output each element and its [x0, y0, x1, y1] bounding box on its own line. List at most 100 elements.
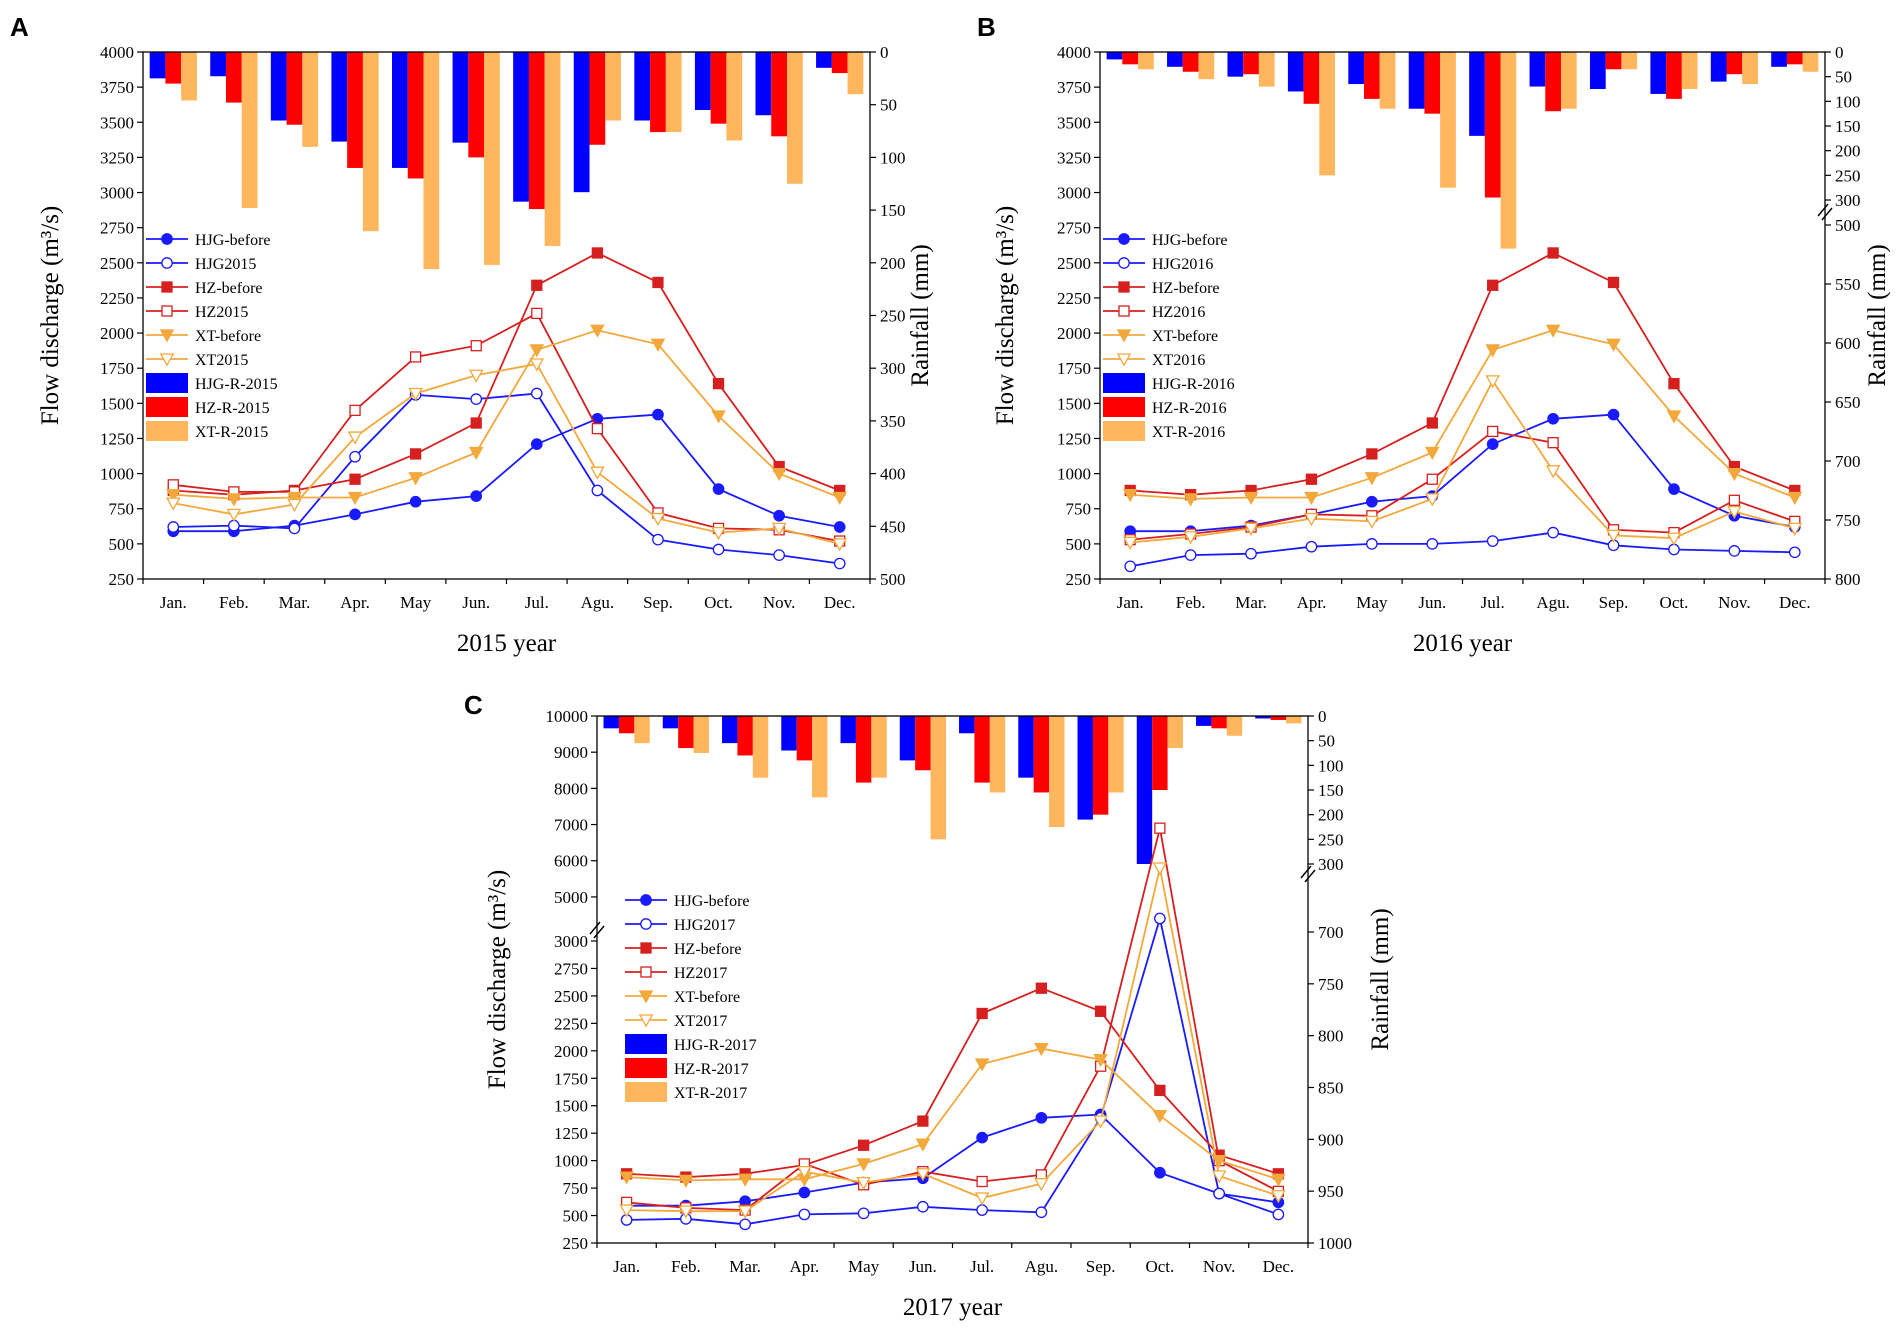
data-point: [857, 1207, 870, 1220]
plot-frame: [1099, 51, 1826, 580]
data-point: [468, 446, 484, 461]
x-tick-label: Jun.: [462, 593, 490, 612]
data-point: [531, 279, 543, 291]
legend: HJG-before HJG2015 HZ-before HZ2015 XT-befor…: [146, 232, 278, 441]
data-point: [591, 422, 604, 435]
rain-bar: [302, 52, 319, 147]
legend-swatch: [1103, 373, 1145, 393]
rain-bar: [1484, 52, 1501, 198]
rain-bar: [391, 52, 408, 168]
axis-break-mark: [1300, 865, 1312, 879]
rain-bar: [781, 716, 797, 751]
y-tick-label: 1750: [554, 1069, 588, 1088]
line-series-hjg2016: [1124, 526, 1801, 573]
y2-tick-label: 300: [880, 359, 906, 378]
rain-bar: [225, 52, 242, 103]
x-tick-label: Jul.: [1481, 593, 1505, 612]
data-point: [1272, 1208, 1285, 1221]
data-point: [1485, 344, 1501, 358]
rain-bar: [1545, 52, 1561, 112]
y2-tick-label: 450: [880, 517, 906, 536]
y-tick-label: 2500: [554, 987, 588, 1006]
rain-bar: [831, 52, 848, 74]
legend-item: XT-R-2017: [625, 1082, 747, 1102]
y2-tick-label: 50: [1318, 732, 1335, 751]
y2-tick-label: 50: [1835, 68, 1852, 87]
y-tick-label: 2000: [100, 324, 134, 343]
y-tick-label: 3750: [100, 78, 134, 97]
rain-bar: [1666, 52, 1682, 99]
data-point: [1547, 437, 1559, 449]
bar-series-hz-r-2015: [165, 52, 848, 210]
data-point: [287, 491, 302, 506]
x-tick-label: Sep.: [1086, 1257, 1116, 1276]
data-point: [619, 1204, 634, 1218]
legend-item: HZ-before: [625, 941, 742, 958]
rain-bar: [771, 52, 788, 137]
data-point: [1486, 438, 1499, 450]
data-point: [976, 1175, 988, 1188]
panel-label: C: [464, 690, 483, 720]
y2-tick-label: 0: [1835, 43, 1844, 62]
rain-bar: [1255, 716, 1271, 719]
y2-tick-label: 150: [1318, 781, 1344, 800]
rain-bar: [871, 716, 887, 778]
data-point: [1116, 329, 1132, 343]
rain-bar: [726, 52, 743, 141]
x-tick-label: Nov.: [763, 593, 795, 612]
legend-label: HJG-R-2017: [674, 1037, 757, 1054]
x-tick-label: Feb.: [1176, 593, 1206, 612]
rain-bar: [1033, 716, 1050, 793]
bar-series-hjg-r-2017: [603, 716, 1271, 864]
data-point: [161, 281, 173, 293]
y-tick-label: 750: [109, 500, 135, 519]
rain-bar: [1364, 52, 1380, 99]
data-point: [1545, 324, 1561, 338]
rain-bar: [1182, 52, 1199, 72]
rain-bar: [210, 52, 226, 77]
data-point: [737, 1173, 753, 1187]
y-tick-label: 5000: [554, 888, 588, 907]
data-point: [1426, 538, 1439, 550]
data-point: [640, 942, 652, 954]
legend-label: HZ-before: [1152, 280, 1220, 297]
y-tick-label: 1250: [100, 429, 134, 448]
series-line: [626, 1113, 1279, 1207]
y-tick-label: 250: [563, 1234, 589, 1253]
data-point: [678, 1174, 694, 1188]
data-point: [349, 450, 361, 463]
legend-label: HJG-R-2016: [1152, 376, 1235, 393]
legend-item: HZ-before: [1103, 280, 1220, 297]
panel-label: A: [10, 12, 29, 42]
line-series-hz2015: [167, 307, 846, 547]
data-point: [531, 307, 543, 320]
rain-bar: [1152, 716, 1168, 790]
series-line: [173, 251, 841, 496]
data-point: [1124, 560, 1137, 573]
rain-bar: [816, 52, 832, 68]
legend-label: XT-before: [1152, 328, 1218, 345]
series-line: [626, 1047, 1279, 1182]
data-point: [638, 1014, 654, 1028]
legend-swatch: [625, 1082, 667, 1102]
legend-label: XT-before: [674, 989, 740, 1006]
data-point: [1547, 526, 1559, 539]
rain-bar: [1106, 52, 1123, 60]
rain-bar: [528, 52, 545, 210]
legend-item: XT2015: [146, 352, 248, 369]
data-point: [1788, 546, 1801, 559]
y-tick-label: 1250: [554, 1124, 588, 1143]
data-point: [167, 521, 180, 533]
y2-tick-label: 1000: [1318, 1234, 1352, 1253]
data-point: [974, 1058, 990, 1072]
legend-item: XT-before: [625, 989, 740, 1006]
y2-axis-title: Rainfall (mm): [907, 244, 934, 386]
y2-tick-label: 750: [1835, 511, 1861, 530]
data-point: [1118, 257, 1130, 269]
legend-swatch: [625, 1034, 667, 1054]
data-point: [917, 1115, 929, 1127]
bar-series-hjg-r-2015: [149, 52, 832, 202]
data-point: [1034, 1042, 1049, 1057]
data-point: [226, 493, 242, 507]
legend-item: HJG-before: [146, 232, 271, 249]
